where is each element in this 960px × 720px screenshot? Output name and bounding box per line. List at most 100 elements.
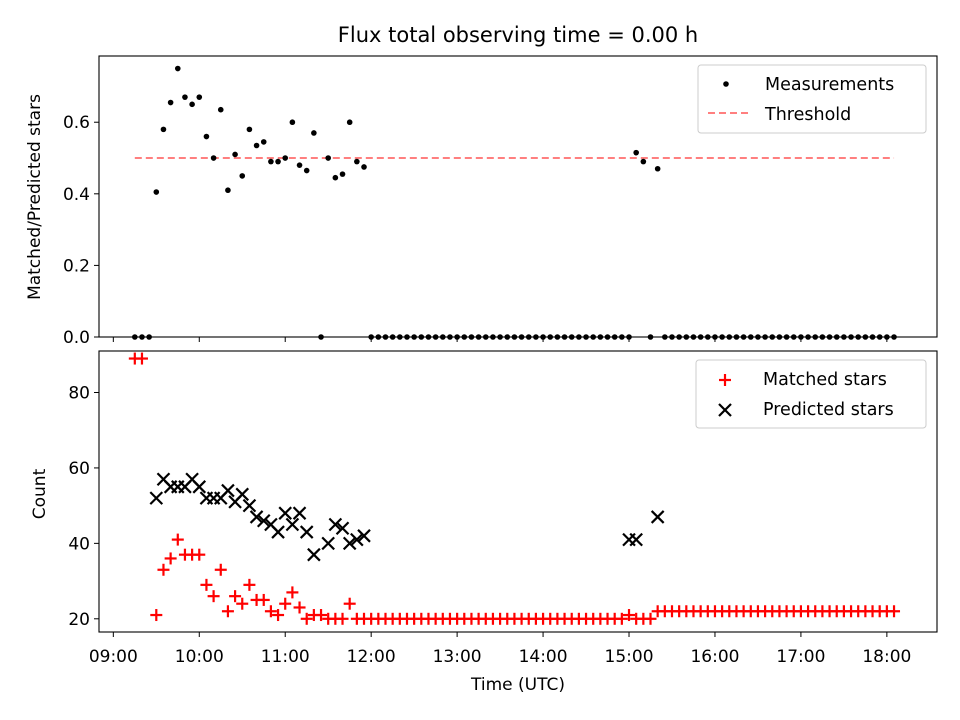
measurement-point — [225, 187, 231, 194]
matched-star-point — [615, 612, 628, 625]
measurement-point — [339, 171, 346, 177]
matched-star-point — [164, 552, 177, 565]
predicted-star-point — [629, 532, 643, 547]
x-tick-label: 09:00 — [89, 647, 138, 667]
measurement-point — [253, 142, 260, 149]
x-tick-label: 12:00 — [347, 647, 396, 667]
predicted-star-point — [192, 480, 207, 494]
x-tick-label: 15:00 — [605, 647, 654, 667]
matched-star-point — [315, 609, 328, 622]
matched-star-point — [644, 612, 657, 625]
y-tick-label: 60 — [68, 459, 90, 479]
legend-threshold-label: Threshold — [764, 105, 851, 125]
matched-star-point — [236, 597, 249, 610]
top-legend-box — [697, 64, 927, 134]
y-tick-label: 0.6 — [63, 113, 90, 133]
measurement-point — [303, 167, 310, 174]
predicted-star-point — [221, 483, 235, 498]
legend-predicted-label: Predicted stars — [763, 400, 894, 420]
measurement-point — [232, 151, 238, 158]
measurement-point — [260, 139, 267, 145]
measurement-point — [174, 65, 181, 72]
predicted-star-point — [650, 510, 665, 524]
legend-measurements-marker — [723, 81, 729, 87]
matched-star-point — [243, 578, 256, 591]
y-tick-label: 80 — [68, 383, 90, 403]
bottom-y-axis-label: Count — [30, 468, 50, 519]
measurement-point — [196, 94, 203, 100]
predicted-star-point — [278, 506, 293, 520]
x-tick-label: 11:00 — [261, 647, 310, 667]
top-y-axis: 0.0 0.2 0.4 0.6 — [63, 113, 99, 348]
x-axis-label: Time (UTC) — [470, 675, 565, 695]
measurement-point — [153, 189, 160, 195]
matched-star-point — [279, 597, 292, 610]
x-tick-label: 14:00 — [519, 647, 568, 667]
legend-matched-marker — [719, 374, 731, 386]
measurement-point — [296, 162, 303, 168]
matched-star-point — [221, 605, 234, 618]
predicted-star-point — [350, 532, 364, 547]
measurement-point — [654, 165, 661, 172]
predicted-star-point — [342, 536, 357, 551]
measurement-point — [160, 126, 167, 133]
bottom-axes-frame — [98, 350, 938, 633]
matched-star-point — [193, 548, 206, 561]
measurement-point — [640, 158, 647, 165]
matched-star-point — [293, 601, 306, 614]
y-tick-label: 0.4 — [63, 185, 90, 205]
matched-star-point — [336, 612, 349, 625]
predicted-star-point — [357, 529, 371, 543]
x-tick-label: 13:00 — [433, 647, 482, 667]
predicted-star-point — [242, 498, 257, 513]
predicted-star-point — [285, 517, 300, 532]
matched-star-point — [300, 612, 313, 625]
bottom-x-axis: 09:00 10:00 11:00 12:00 13:00 14:00 15:00 16:00… — [89, 632, 911, 667]
bottom-legend-box — [695, 359, 927, 429]
matched-star-point — [157, 563, 170, 576]
matched-star-point — [200, 578, 213, 591]
predicted-star-point — [307, 547, 321, 562]
bottom-legend: Matched stars Predicted stars — [695, 359, 927, 429]
measurement-point — [275, 158, 281, 165]
x-tick-label: 17:00 — [776, 647, 825, 667]
predicted-star-point — [321, 536, 335, 551]
legend-measurements-label: Measurements — [765, 75, 894, 95]
predicted-star-point — [292, 506, 307, 520]
legend-matched-label: Matched stars — [763, 370, 887, 390]
matched-star-point — [343, 597, 356, 610]
top-axes-frame — [98, 55, 938, 338]
measurement-point — [289, 119, 296, 126]
legend-predicted-marker — [718, 403, 732, 417]
measurement-point — [189, 101, 195, 108]
matched-star-point — [171, 533, 184, 546]
matched-star-point — [264, 605, 277, 618]
chart-title: Flux total observing time = 0.00 h — [338, 23, 698, 47]
measurement-point — [311, 130, 317, 136]
measurement-point — [217, 106, 224, 113]
measurement-point — [332, 174, 339, 181]
measurement-point — [210, 155, 217, 161]
measurement-point — [282, 155, 289, 161]
measurement-point — [346, 119, 353, 126]
top-y-axis-label: Matched/Predicted stars — [25, 94, 45, 300]
measurement-point — [203, 133, 210, 140]
predicted-star-point — [328, 517, 343, 532]
measurement-point — [167, 99, 174, 106]
predicted-star-point — [249, 510, 264, 524]
measurement-point — [354, 158, 360, 165]
y-tick-label: 0.0 — [63, 328, 90, 348]
top-panel: 0.0 0.2 0.4 0.6 Matched/Predicted stars Mea… — [25, 55, 938, 348]
matched-star-point — [286, 586, 299, 599]
matched-star-point — [623, 609, 636, 622]
matched-star-point — [229, 590, 242, 603]
measurement-point — [361, 164, 367, 170]
x-tick-label: 18:00 — [862, 647, 911, 667]
y-tick-label: 0.2 — [63, 256, 90, 276]
measurement-point — [239, 173, 246, 179]
predicted-star-point — [271, 525, 285, 539]
matched-star-point — [150, 609, 163, 622]
bottom-y-axis: 20 40 60 80 — [68, 383, 99, 630]
top-legend: Measurements Threshold — [697, 64, 927, 134]
